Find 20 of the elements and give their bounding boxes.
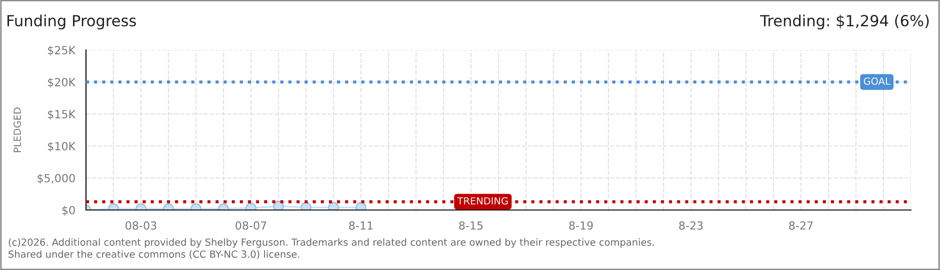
text: (c)2026. Additional content provided by Shelby Ferguson. Trademarks and related content are owned by their respective companies. — [8, 238, 654, 248]
ref-line-label: TRENDING — [457, 197, 508, 205]
x-tick-label: 08-03 — [126, 221, 156, 230]
y-tick-label: $25K — [48, 46, 76, 56]
y-axis-title: PLEDGED — [14, 108, 21, 152]
y-tick-label: $20K — [48, 78, 76, 88]
x-tick-label: 8-27 — [789, 221, 813, 230]
y-tick-label: $0 — [62, 206, 75, 216]
x-tick-label: 8-15 — [459, 221, 483, 230]
y-tick-label: $15K — [48, 110, 76, 120]
x-tick-label: 8-23 — [679, 221, 703, 230]
x-tick-label: 8-19 — [569, 221, 593, 230]
y-tick-label: $5,000 — [38, 174, 75, 184]
text: Trending: $1,294 (6%) — [760, 14, 929, 30]
x-tick-label: 08-07 — [236, 221, 266, 230]
text: Shared under the creative commons (CC BY-NC 3.0) license. — [8, 250, 300, 259]
chart-title: Funding Progress — [8, 14, 136, 30]
y-tick-label: $10K — [48, 142, 76, 152]
ref-line-label: GOAL — [864, 77, 890, 85]
x-tick-label: 8-11 — [349, 221, 373, 230]
